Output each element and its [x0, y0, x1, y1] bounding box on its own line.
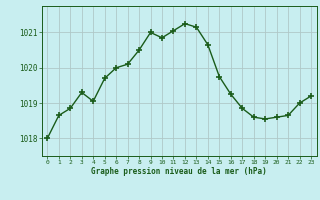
X-axis label: Graphe pression niveau de la mer (hPa): Graphe pression niveau de la mer (hPa) — [91, 167, 267, 176]
